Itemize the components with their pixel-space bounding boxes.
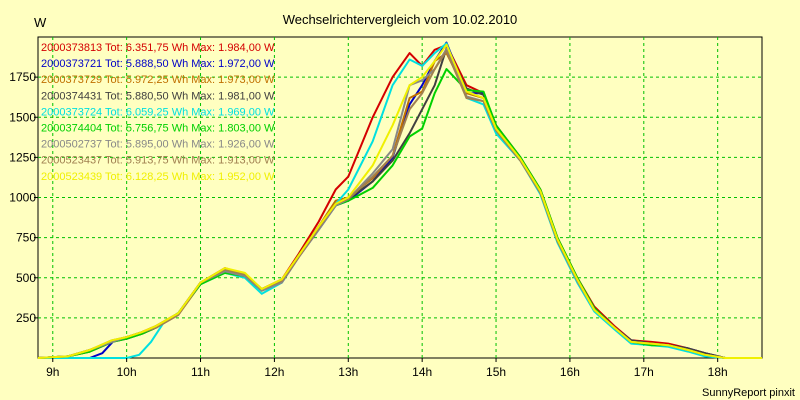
y-tick-label: 1750 [9,70,36,84]
legend-entry-4: 2000373724 Tot: 6.059,25 Wh Max: 1.969,0… [41,106,275,118]
grid [38,37,762,358]
y-axis-ticks: 250 500 750 1000 1250 1500 1750 [9,70,38,325]
series-lines [37,41,762,359]
x-tick-label: 10h [117,365,137,379]
y-axis-unit: W [34,15,47,30]
x-tick-label: 18h [708,365,728,379]
y-tick-label: 750 [16,231,36,245]
x-tick-label: 17h [634,365,654,379]
y-tick-label: 500 [16,271,36,285]
legend-entry-2: 2000373729 Tot: 5.972,25 Wh Max: 1.973,0… [41,74,275,86]
y-tick-label: 1000 [9,191,36,205]
legend-entry-5: 2000374404 Tot: 5.756,75 Wh Max: 1.803,0… [41,123,275,135]
legend-entry-8: 2000523439 Tot: 6.128,25 Wh Max: 1.952,0… [41,171,275,183]
x-tick-label: 9h [46,365,59,379]
legend-entry-3: 2000374431 Tot: 5.880,50 Wh Max: 1.981,0… [41,90,275,102]
y-tick-label: 1500 [9,110,36,124]
credit-label: SunnyReport pinxit [702,387,795,399]
legend-entry-7: 2000523437 Tot: 5.913,75 Wh Max: 1.913,0… [41,155,275,167]
x-tick-label: 16h [560,365,580,379]
x-axis-ticks: 9h 10h 11h 12h 13h 14h 15h 16h 17h 18h [46,358,728,379]
legend-entry-1: 2000373721 Tot: 5.888,50 Wh Max: 1.972,0… [41,58,275,70]
legend: 2000373813 Tot: 6.351,75 Wh Max: 1.984,0… [41,42,275,183]
x-tick-label: 13h [338,365,358,379]
legend-entry-0: 2000373813 Tot: 6.351,75 Wh Max: 1.984,0… [41,42,275,54]
x-tick-label: 12h [264,365,284,379]
y-tick-label: 1250 [9,150,36,164]
x-tick-label: 14h [412,365,432,379]
x-tick-label: 15h [486,365,506,379]
series-line-8 [37,43,762,359]
legend-entry-6: 2000502737 Tot: 5.895,00 Wh Max: 1.926,0… [41,139,275,151]
y-tick-label: 250 [16,311,36,325]
x-tick-label: 11h [191,365,210,379]
chart-title: Wechselrichtervergleich vom 10.02.2010 [283,12,518,27]
